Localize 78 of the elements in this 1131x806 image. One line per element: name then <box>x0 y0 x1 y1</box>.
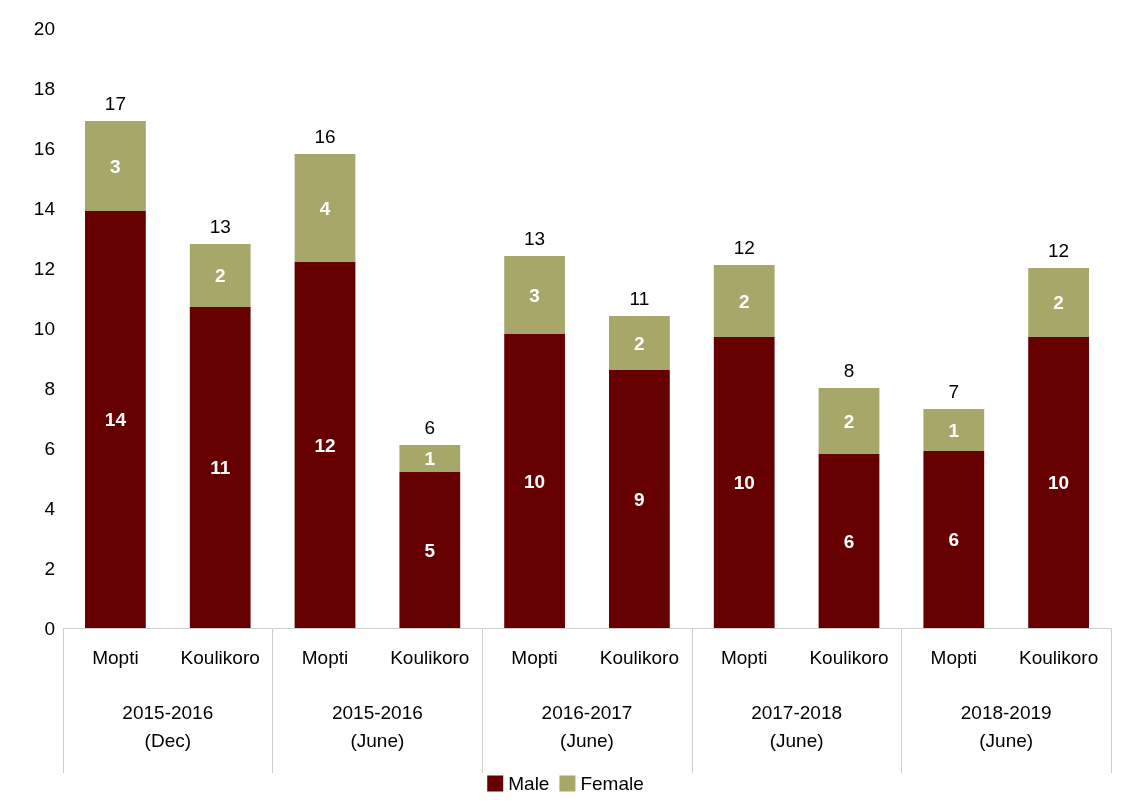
total-label: 8 <box>843 360 855 381</box>
bar <box>189 244 251 307</box>
data-label: 9 <box>634 488 645 510</box>
x-tick-label: Koulikoro <box>599 647 680 668</box>
bar <box>294 262 356 628</box>
x-tick-label: Mopti <box>92 647 139 668</box>
data-label: 10 <box>733 472 755 493</box>
bar <box>923 451 985 628</box>
y-tick-label: 18 <box>33 77 55 99</box>
bar <box>85 211 146 628</box>
y-tick-label: 0 <box>44 617 55 639</box>
y-tick-label: 4 <box>44 497 56 519</box>
data-label: 2 <box>738 290 750 312</box>
x-tick-label: Koulikoro <box>390 647 470 668</box>
data-label: 10 <box>1048 472 1070 493</box>
y-tick-label: 20 <box>33 17 55 39</box>
bar <box>189 307 251 628</box>
y-tick-label: 10 <box>33 317 55 339</box>
text: 2018-2019 (June) <box>960 701 1052 751</box>
y-tick-label: 2 <box>44 557 55 579</box>
bar <box>609 370 670 628</box>
legend-label: Male <box>508 773 550 794</box>
y-tick-label: 14 <box>33 197 56 219</box>
total-label: 11 <box>629 288 650 309</box>
bar <box>504 256 565 334</box>
data-label: 4 <box>319 197 331 219</box>
x-tick-label: Koulikoro <box>1018 647 1099 668</box>
bar <box>1028 337 1089 628</box>
data-label: 10 <box>524 470 546 492</box>
data-label: 1 <box>948 419 960 441</box>
bar <box>923 409 985 451</box>
data-label: 6 <box>948 529 960 550</box>
bar <box>713 265 775 337</box>
data-label: 11 <box>210 457 231 478</box>
text: 2016-2017 (June) <box>541 701 633 751</box>
bar <box>713 337 775 628</box>
text: 2015-2016 (June) <box>331 701 423 751</box>
data-label: 3 <box>110 155 121 177</box>
data-label: 6 <box>843 530 855 552</box>
data-label: 3 <box>529 284 540 306</box>
x-tick-label: Mopti <box>720 647 768 668</box>
x-tick-label: Koulikoro <box>809 647 889 668</box>
data-label: 2 <box>214 265 226 286</box>
y-tick-label: 16 <box>33 137 55 159</box>
total-label: 13 <box>209 216 231 237</box>
y-tick-label: 8 <box>44 377 55 399</box>
bar <box>1028 268 1089 337</box>
x-tick-label: Mopti <box>930 647 978 668</box>
bar <box>504 334 565 628</box>
bar <box>399 472 461 628</box>
legend-label: Female <box>580 773 644 794</box>
bar <box>609 316 670 370</box>
total-label: 16 <box>314 126 336 147</box>
data-label: 2 <box>1053 292 1064 313</box>
total-label: 7 <box>948 381 960 402</box>
x-tick-label: Mopti <box>511 647 558 668</box>
total-label: 13 <box>524 228 546 249</box>
total-label: 12 <box>1048 240 1070 261</box>
bar <box>85 121 146 211</box>
y-tick-label: 12 <box>33 257 55 279</box>
bar <box>399 445 461 472</box>
bar <box>294 154 356 262</box>
x-tick-label: Koulikoro <box>180 647 260 668</box>
data-label: 2 <box>843 410 855 432</box>
data-label: 14 <box>104 409 127 430</box>
total-label: 12 <box>733 237 755 258</box>
x-tick-label: Mopti <box>301 647 349 668</box>
data-label: 2 <box>634 332 645 354</box>
data-label: 1 <box>424 448 436 469</box>
y-tick-label: 6 <box>44 437 55 459</box>
total-label: 17 <box>104 93 126 114</box>
data-label: 12 <box>314 434 336 456</box>
data-label: 5 <box>424 539 436 561</box>
text: 2015-2016 (Dec) <box>122 701 214 751</box>
bar <box>818 454 880 628</box>
text: 2017-2018 (June) <box>751 701 843 751</box>
total-label: 6 <box>424 417 436 438</box>
bar <box>818 388 880 454</box>
